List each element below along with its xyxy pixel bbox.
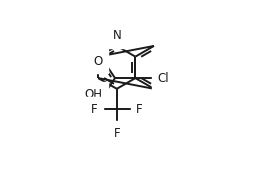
Text: N: N — [112, 29, 121, 42]
Text: Cl: Cl — [157, 72, 169, 85]
Text: OH: OH — [84, 88, 103, 101]
Text: O: O — [93, 55, 103, 68]
Text: F: F — [91, 103, 97, 116]
Text: F: F — [136, 103, 143, 116]
Text: F: F — [113, 127, 120, 140]
